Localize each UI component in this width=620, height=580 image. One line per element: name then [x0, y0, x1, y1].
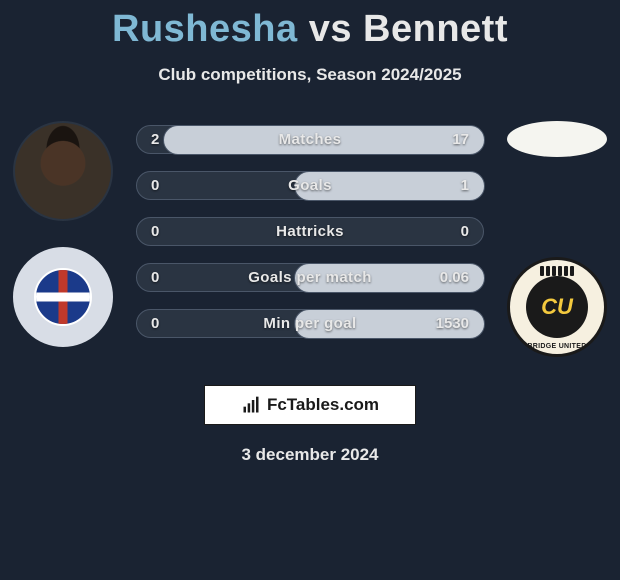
cambridge-ball-icon: CU: [526, 276, 588, 338]
brand-text: FcTables.com: [267, 395, 379, 415]
reading-badge-inner: [34, 268, 92, 326]
stat-label: Goals per match: [137, 269, 483, 286]
player-avatar-rushesha: [13, 121, 113, 221]
comparison-title: Rushesha vs Bennett: [0, 0, 620, 51]
reading-fc-badge: [13, 247, 113, 347]
left-player-column: [8, 121, 118, 347]
chart-bar-icon: [241, 395, 261, 415]
cambridge-tabs-icon: [540, 266, 574, 276]
season-subtitle: Club competitions, Season 2024/2025: [0, 65, 620, 85]
cambridge-letters: CU: [526, 276, 588, 338]
vs-label: vs: [309, 8, 352, 50]
comparison-content: 2Matches170Goals10Hattricks00Goals per m…: [0, 121, 620, 357]
stat-value-right: 1530: [436, 315, 469, 332]
stat-row: 0Goals1: [136, 171, 484, 200]
stat-value-right: 0: [461, 223, 469, 240]
player1-name: Rushesha: [112, 8, 298, 50]
avatar-face-icon: [15, 123, 111, 219]
brand-attribution[interactable]: FcTables.com: [204, 385, 416, 425]
date-label: 3 december 2024: [0, 445, 620, 465]
cambridge-united-badge: CU BRIDGE UNITED: [507, 257, 607, 357]
stat-row: 0Min per goal1530: [136, 309, 484, 338]
stat-label: Min per goal: [137, 315, 483, 332]
stat-label: Hattricks: [137, 223, 483, 240]
player2-name: Bennett: [363, 8, 508, 50]
reading-stripes-icon: [36, 270, 90, 324]
player-avatar-blank: [507, 121, 607, 157]
right-player-column: CU BRIDGE UNITED: [502, 121, 612, 357]
stat-row: 0Hattricks0: [136, 217, 484, 246]
cambridge-rim-text: BRIDGE UNITED: [510, 343, 604, 350]
stats-column: 2Matches170Goals10Hattricks00Goals per m…: [118, 125, 502, 338]
stat-value-right: 1: [461, 177, 469, 194]
stat-label: Matches: [137, 131, 483, 148]
stat-value-right: 17: [452, 131, 469, 148]
stat-value-right: 0.06: [440, 269, 469, 286]
stat-label: Goals: [137, 177, 483, 194]
stat-row: 0Goals per match0.06: [136, 263, 484, 292]
stat-row: 2Matches17: [136, 125, 484, 154]
